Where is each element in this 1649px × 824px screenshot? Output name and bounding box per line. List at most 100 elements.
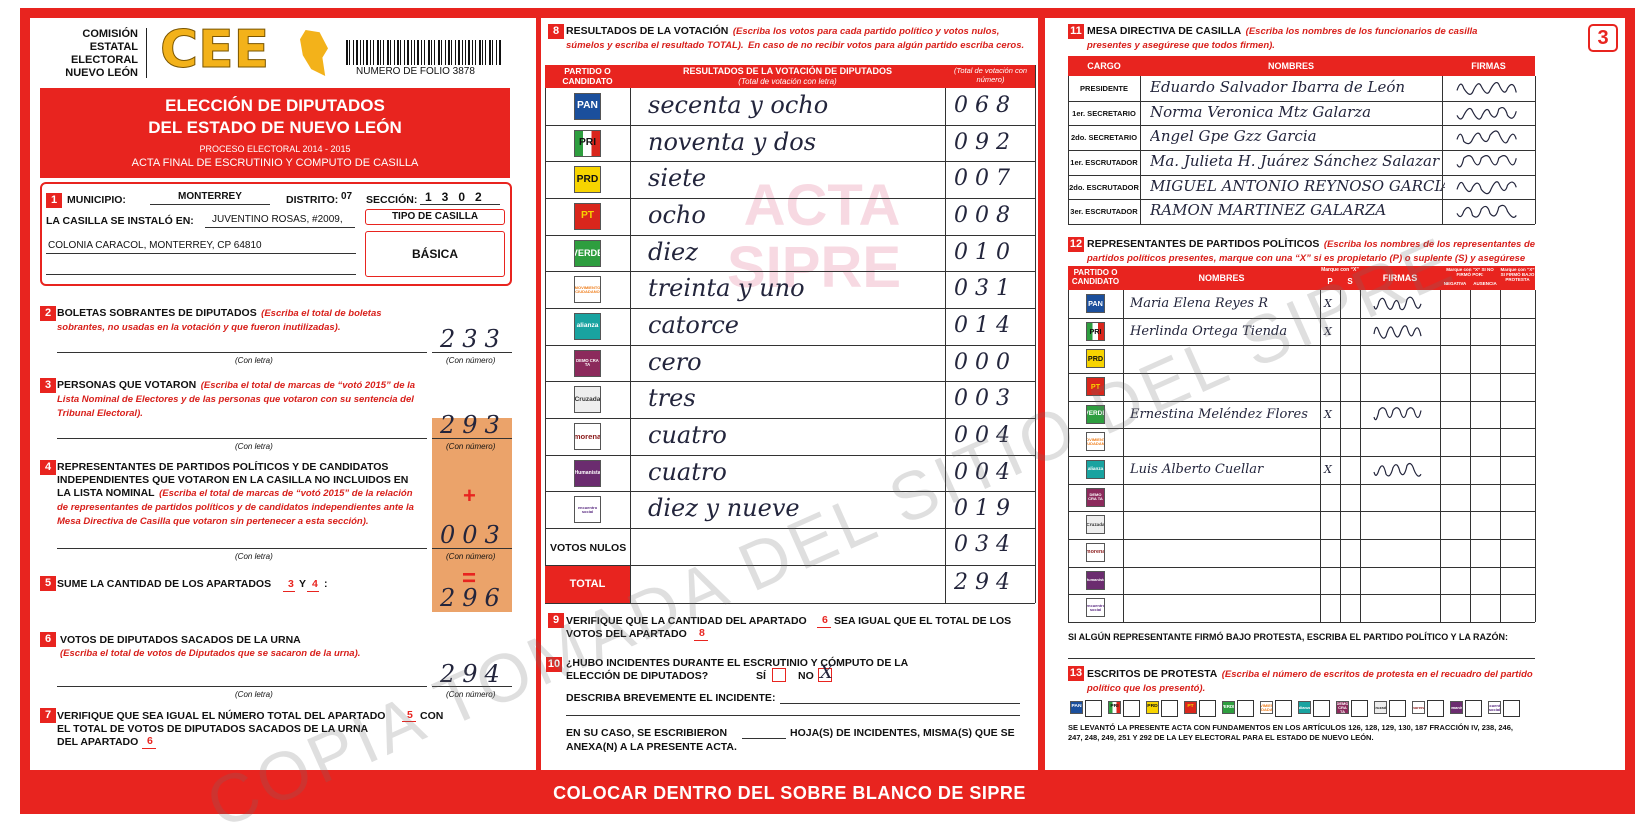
rule-line	[1068, 373, 1535, 374]
rule-line	[1068, 456, 1535, 457]
label: HOJA(S) DE INCIDENTES, MISMA(S) QUE SE	[790, 727, 1015, 739]
votes-letter: cuatro	[648, 421, 727, 449]
votes-number: 092	[954, 129, 1017, 155]
party-logo: Humanista	[1450, 701, 1463, 714]
cee-logo: CEE	[159, 20, 270, 81]
signature-stroke	[1373, 296, 1422, 311]
column-header: FIRMAS	[1382, 273, 1418, 283]
representative-name: Luis Alberto Cuellar	[1130, 462, 1264, 477]
party-logo: VERDE	[574, 239, 601, 267]
rule-line	[545, 454, 1035, 456]
rule-line	[1068, 511, 1535, 513]
signature-stroke	[1456, 82, 1517, 95]
rule-line	[545, 161, 1035, 163]
equals-sign: =	[462, 565, 477, 592]
label: NO	[798, 670, 814, 682]
rule-line	[545, 308, 1035, 309]
value-number: 294	[440, 660, 507, 688]
org-line: ELECTORAL	[70, 54, 138, 66]
column-header: NOMBRES	[1267, 61, 1314, 71]
column-header: Marque con “X”	[1321, 267, 1359, 273]
barcode-bar	[359, 40, 361, 65]
party-logo: PAN	[1086, 294, 1105, 313]
column-header: PARTIDO O CANDIDATO	[1071, 268, 1120, 286]
votes-number: 008	[954, 203, 1017, 228]
instruction: En caso de no recibir votos para algún p…	[748, 40, 1025, 51]
barcode-bar	[499, 40, 501, 65]
rule-line	[402, 721, 416, 722]
party-logo: PAN	[1070, 701, 1083, 714]
column-header: S	[1347, 277, 1353, 286]
section-number: 1	[46, 193, 62, 208]
rule-line	[1340, 290, 1341, 622]
role: 1er. SECRETARIO	[1072, 108, 1136, 118]
barcode-bar	[441, 40, 443, 65]
hint: (Con letra)	[235, 442, 273, 451]
instruction: (Escriba el número de escritos de protes…	[1087, 669, 1533, 694]
section-number: 11	[1068, 24, 1084, 39]
rule-line	[945, 88, 946, 603]
rule-line	[1068, 566, 1535, 568]
sheet-number: 3	[1588, 24, 1618, 52]
section-text: ESCRITOS DE PROTESTA (Escriba el número …	[1087, 667, 1537, 695]
barcode-bar	[461, 40, 463, 65]
rule-line	[1068, 174, 1535, 176]
party-logo: Cruzada	[1374, 701, 1387, 714]
protest-box	[1313, 700, 1330, 717]
rule-line	[1535, 76, 1536, 224]
votes-number: 034	[954, 532, 1017, 557]
label-box: TIPO DE CASILLA	[365, 209, 505, 225]
party-logo: alianza	[1086, 460, 1105, 479]
barcode-bar	[454, 40, 456, 65]
org-line: COMISIÓN	[82, 28, 138, 40]
barcode-bar	[465, 40, 466, 65]
barcode-bar	[356, 40, 359, 65]
count-column	[432, 418, 512, 612]
section-text: CON	[420, 710, 444, 722]
label: MUNICIPIO:	[67, 194, 126, 206]
table-header	[1068, 266, 1535, 290]
barcode-bar	[380, 40, 381, 65]
section-number: 8	[548, 24, 564, 39]
barcode-bar	[482, 40, 483, 65]
section-text: PERSONAS QUE VOTARON (Escriba el total d…	[57, 378, 417, 420]
protest-note: SI ALGÚN REPRESENTANTE FIRMÓ BAJO PROTES…	[1068, 632, 1509, 642]
label: :	[324, 578, 328, 590]
party-logo: morena	[574, 423, 601, 450]
column-header: (Total de votación con letra)	[738, 77, 837, 86]
section-title: BOLETAS SOBRANTES DE DIPUTADOS	[57, 307, 257, 319]
rule-line	[1068, 199, 1535, 201]
role: 2do. ESCRUTADOR	[1069, 182, 1139, 192]
rule-line	[1068, 100, 1535, 102]
barcode-bar	[488, 40, 491, 65]
section-text: BOLETAS SOBRANTES DE DIPUTADOS (Escriba …	[57, 306, 427, 334]
ref: 5	[407, 709, 413, 721]
official-name: Angel Gpe Gzz Garcia	[1150, 127, 1317, 146]
section-text: MESA DIRECTIVA DE CASILLA (Escriba los n…	[1087, 24, 1507, 52]
hint: (Con número)	[446, 442, 496, 451]
barcode-bar	[403, 40, 405, 65]
party-logo: PT	[1184, 701, 1197, 714]
value-number: 293	[440, 411, 507, 439]
protest-box	[1389, 700, 1406, 717]
votes-number: 003	[954, 386, 1017, 412]
column-header: NEGATIVA	[1443, 281, 1467, 286]
table-header	[545, 65, 1035, 88]
party-logo: DEMO CRA TA	[574, 349, 601, 377]
barcode-bar	[492, 40, 494, 65]
instruction: (Escriba los nombres de los funcionarios…	[1087, 26, 1478, 51]
rule-line	[1140, 76, 1141, 224]
rule-line	[545, 271, 1035, 273]
instruction: (Escriba el total de marcas de “votó 201…	[57, 380, 416, 419]
party-logo: MOVIMIENTO CIUDADANO	[1260, 701, 1273, 714]
signature	[1373, 296, 1422, 311]
middle-panel	[541, 18, 1038, 770]
party-logo: VERDE	[1222, 701, 1235, 714]
rule-line	[817, 627, 831, 628]
barcode-bar	[373, 40, 375, 65]
protest-box	[1465, 700, 1482, 717]
instruction: (Escriba el total de votos de Diputados …	[60, 648, 361, 659]
party-logo: morena	[1086, 543, 1105, 562]
barcode-bar	[397, 40, 399, 65]
role: PRESIDENTE	[1080, 84, 1128, 93]
